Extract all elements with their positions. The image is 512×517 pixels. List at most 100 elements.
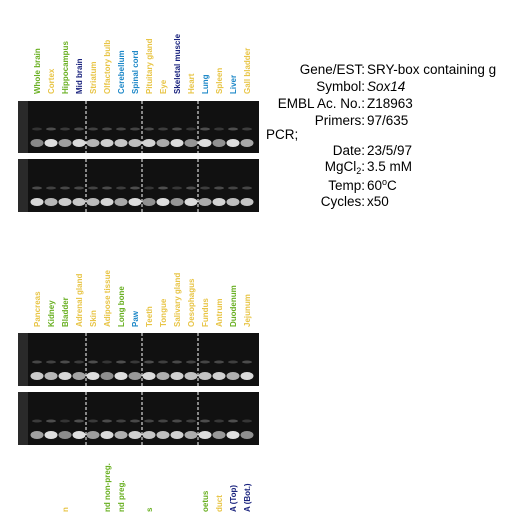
band	[30, 431, 44, 439]
band	[186, 360, 196, 364]
band	[32, 360, 42, 364]
lane-label: Oesophagus	[187, 278, 196, 327]
lane-label: oetus	[201, 490, 210, 512]
band	[30, 198, 44, 206]
lane-label: Long bone	[117, 286, 126, 327]
band	[240, 431, 254, 439]
label: MgCl	[325, 159, 357, 174]
band	[72, 139, 86, 147]
band	[58, 198, 72, 206]
band	[172, 127, 182, 131]
info: Gene/EST: SRY-box containing g Symbol: S…	[266, 62, 496, 209]
band	[184, 198, 198, 206]
lane-label: A (Top)	[229, 485, 238, 512]
value: x50	[367, 194, 389, 209]
marker-lane	[18, 101, 28, 153]
band	[158, 360, 168, 364]
band	[46, 360, 56, 364]
band	[102, 127, 112, 131]
band	[214, 360, 224, 364]
value: 23/5/97	[367, 143, 412, 158]
band	[212, 372, 226, 380]
band	[184, 372, 198, 380]
band	[130, 127, 140, 131]
lane-label: n	[61, 507, 70, 512]
band	[198, 198, 212, 206]
band	[30, 139, 44, 147]
lane-label: Tongue	[159, 298, 168, 327]
band	[240, 139, 254, 147]
band	[72, 372, 86, 380]
lane-label: Kidney	[47, 300, 56, 327]
band	[142, 372, 156, 380]
band	[128, 139, 142, 147]
band	[228, 186, 238, 190]
band	[172, 419, 182, 423]
band	[200, 360, 210, 364]
value: 60oC	[367, 177, 397, 193]
band	[116, 360, 126, 364]
lane-label: Duodenum	[229, 285, 238, 327]
band	[226, 431, 240, 439]
band	[228, 360, 238, 364]
band	[200, 419, 210, 423]
band	[58, 431, 72, 439]
band	[128, 431, 142, 439]
lane-label: Paw	[131, 310, 140, 327]
lane-label: Jejunum	[243, 294, 252, 327]
colon: :	[361, 159, 365, 174]
marker-lane	[18, 159, 28, 212]
label: Gene/EST:	[300, 62, 365, 77]
band	[114, 198, 128, 206]
band	[170, 139, 184, 147]
lane-label: s	[145, 507, 154, 512]
lane-label: Pancreas	[33, 291, 42, 327]
label: Temp:	[328, 178, 365, 193]
band	[156, 372, 170, 380]
band	[100, 139, 114, 147]
band	[60, 419, 70, 423]
band	[130, 360, 140, 364]
lane-label: Whole brain	[33, 48, 42, 94]
band	[156, 431, 170, 439]
lane-label: Adipose tissue	[103, 270, 112, 327]
lane-label: A (Bot.)	[243, 483, 252, 512]
band	[86, 198, 100, 206]
label: PCR;	[266, 127, 298, 142]
band	[86, 431, 100, 439]
band	[144, 419, 154, 423]
band	[184, 139, 198, 147]
band	[116, 419, 126, 423]
band	[60, 127, 70, 131]
band	[30, 372, 44, 380]
band	[46, 186, 56, 190]
value: Z18963	[367, 96, 413, 111]
band	[200, 127, 210, 131]
band	[144, 360, 154, 364]
band	[240, 198, 254, 206]
lane-label: Gall bladder	[243, 48, 252, 94]
lane-label: Lung	[201, 74, 210, 94]
lane-label: duct	[215, 495, 224, 512]
band	[226, 372, 240, 380]
band	[184, 431, 198, 439]
band	[226, 198, 240, 206]
lane-label: Olfactory bulb	[103, 40, 112, 94]
band	[88, 127, 98, 131]
lane-label: Pituitary gland	[145, 38, 154, 94]
superscript: o	[382, 177, 387, 187]
band	[114, 139, 128, 147]
band	[44, 139, 58, 147]
lane-label: Salivary gland	[173, 273, 182, 327]
band	[72, 431, 86, 439]
band	[158, 127, 168, 131]
lane-label: nd non-preg.	[103, 463, 112, 512]
band	[212, 139, 226, 147]
band	[86, 139, 100, 147]
band	[74, 186, 84, 190]
band	[214, 419, 224, 423]
band	[32, 127, 42, 131]
band	[114, 372, 128, 380]
label: Date:	[333, 143, 365, 158]
band	[74, 360, 84, 364]
